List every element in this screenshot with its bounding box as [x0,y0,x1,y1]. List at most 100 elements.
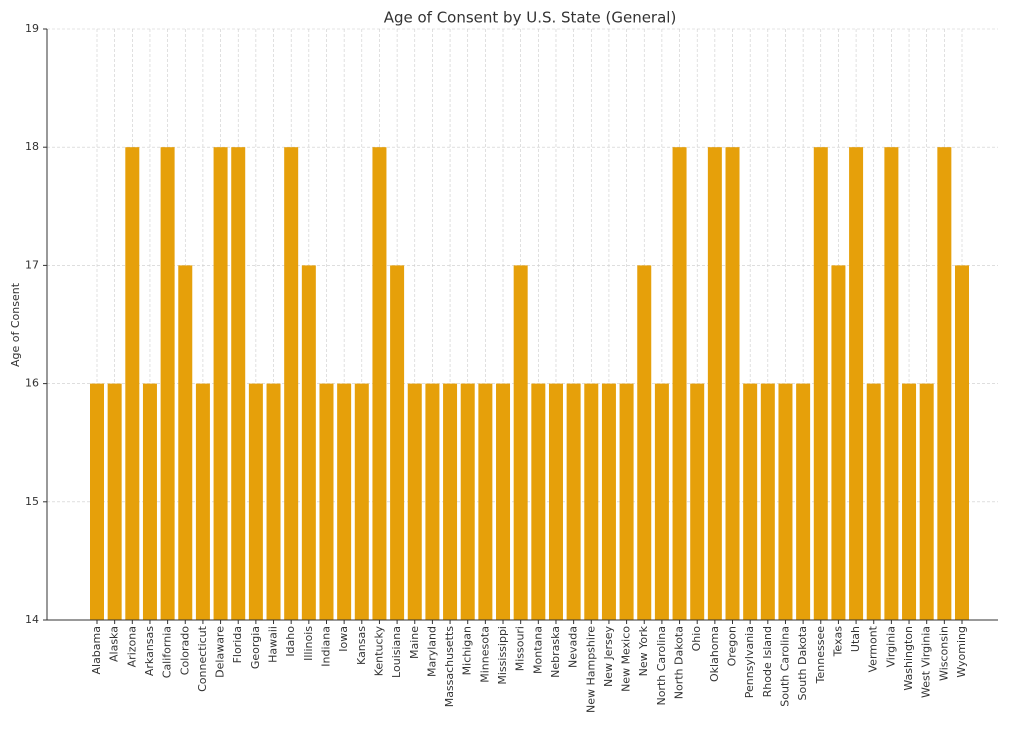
x-tick-label: Kentucky [372,626,385,677]
bar [566,383,581,620]
bar [531,383,546,620]
x-tick-label: Massachusetts [443,626,456,708]
bar [866,383,881,620]
x-tick-label: Utah [849,626,862,652]
x-tick-label: Maryland [425,626,438,677]
x-tick-label: California [161,626,174,678]
bar [443,383,458,620]
x-tick-label: Oregon [726,626,739,666]
x-tick-label: Arizona [125,626,138,667]
x-tick-label: Connecticut [196,625,209,692]
bar [90,383,104,620]
bar [496,383,511,620]
bar [231,147,246,620]
x-tick-label: Montana [531,626,544,674]
y-tick-label: 19 [25,22,39,35]
x-tick-label: Louisiana [390,626,403,678]
x-tick-label: Missouri [514,626,527,671]
x-tick-label: West Virginia [920,626,933,698]
bar [390,265,405,620]
bar [902,383,917,620]
bar [955,265,969,620]
x-tick-label: Texas [831,626,844,658]
bar [601,383,616,620]
bar [407,383,422,620]
bar [248,383,263,620]
bar [813,147,828,620]
x-tick-label: Idaho [284,626,297,657]
bar [937,147,952,620]
x-tick-label: Iowa [337,626,350,652]
bar [195,383,210,620]
bar [160,147,175,620]
bar [266,383,281,620]
x-tick-label: South Carolina [778,626,791,707]
bar [460,383,475,620]
x-tick-label: Ohio [690,626,703,652]
bar [884,147,899,620]
bar [690,383,705,620]
x-tick-label: Vermont [867,625,880,672]
x-tick-label: Alabama [90,626,103,675]
bar [337,383,352,620]
x-tick-label: Indiana [319,626,332,667]
bar [760,383,775,620]
x-tick-label: Pennsylvania [743,626,756,698]
bar [425,383,440,620]
x-tick-label: Illinois [302,626,315,661]
x-tick-label: Washington [902,626,915,691]
bar [725,147,740,620]
bar [284,147,299,620]
bar [354,383,369,620]
bar [654,383,669,620]
bar [213,147,228,620]
x-tick-label: Wyoming [955,626,968,678]
bar [831,265,846,620]
x-tick-label: Michigan [461,626,474,675]
bar [672,147,687,620]
bar [619,383,634,620]
y-tick-label: 17 [25,258,39,271]
bar [142,383,157,620]
bar [849,147,864,620]
x-tick-label: Delaware [214,626,227,678]
bar [919,383,934,620]
x-tick-label: Mississippi [496,626,509,685]
bar [796,383,811,620]
x-tick-label: Nebraska [549,626,562,678]
bar [319,383,334,620]
x-tick-label: Florida [231,626,244,663]
x-tick-label: Tennessee [814,626,827,685]
x-tick-label: New Hampshire [584,626,597,713]
x-tick-label: New Jersey [602,626,615,688]
bar [513,265,528,620]
x-tick-label: Arkansas [143,626,156,676]
y-tick-label: 18 [25,140,39,153]
x-tick-label: South Dakota [796,626,809,700]
y-tick-label: 16 [25,377,39,390]
bar [372,147,387,620]
bar [637,265,652,620]
chart-title: Age of Consent by U.S. State (General) [384,9,677,27]
bar [778,383,793,620]
x-tick-label: Minnesota [478,626,491,683]
x-tick-label: Kansas [355,626,368,665]
x-tick-label: Maine [408,626,421,659]
x-tick-label: Rhode Island [761,626,774,697]
y-tick-label: 15 [25,495,39,508]
x-tick-label: Colorado [178,626,191,675]
bar [584,383,599,620]
bar [178,265,193,620]
bar [743,383,758,620]
x-tick-label: Oklahoma [708,626,721,682]
bar [478,383,493,620]
x-tick-label: Nevada [567,626,580,668]
y-axis-label: Age of Consent [9,282,22,367]
x-tick-label: New Mexico [620,626,633,692]
bar [125,147,140,620]
x-tick-label: Alaska [108,626,121,662]
x-tick-label: North Carolina [655,626,668,706]
x-tick-label: Georgia [249,626,262,669]
bar [548,383,563,620]
